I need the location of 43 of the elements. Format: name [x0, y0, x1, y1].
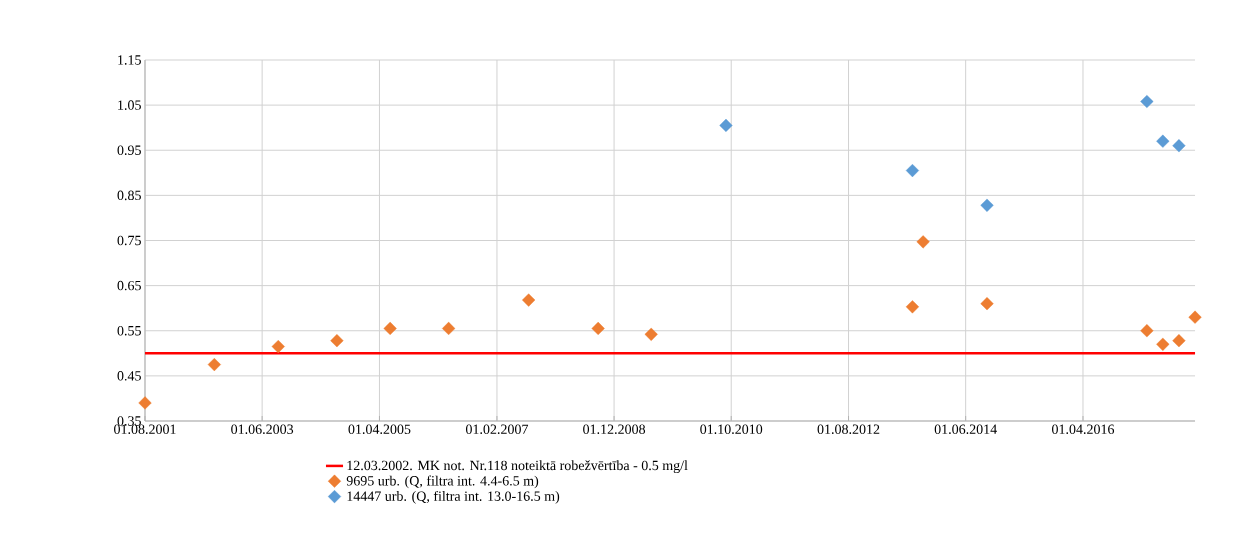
x-tick-label: 01.04.2005	[348, 424, 411, 435]
y-tick-label: 1.05	[118, 100, 141, 110]
point	[591, 321, 605, 336]
point	[1172, 139, 1186, 153]
y-tick-label: 1.15	[118, 55, 141, 65]
point	[719, 118, 733, 132]
y-tick-label: 0.65	[117, 280, 141, 291]
point	[1188, 310, 1202, 324]
point	[905, 300, 920, 314]
point	[522, 293, 536, 307]
point	[1172, 334, 1186, 348]
y-tick-label: 0.45	[117, 371, 141, 381]
point	[905, 163, 920, 178]
point	[644, 327, 658, 341]
x-tick-label: 01.06.2014	[934, 424, 997, 435]
y-tick-label: 0.55	[117, 325, 141, 336]
y-tick-label: 0.75	[117, 235, 141, 246]
point	[138, 396, 152, 410]
point	[1156, 337, 1170, 351]
point	[207, 358, 221, 372]
x-tick-label: 01.06.2003	[231, 424, 294, 435]
point	[271, 339, 285, 354]
point	[980, 297, 994, 311]
x-tick-label: 01.10.2010	[700, 424, 763, 435]
y-tick-label: 0.85	[117, 190, 141, 201]
point	[1140, 324, 1154, 338]
x-tick-label: 01.02.2007	[465, 424, 529, 435]
legend-label: 9695 urb. (Q, filtra int. 4.4-6.5 m)	[346, 475, 539, 489]
x-tick-label: 01.12.2008	[583, 424, 646, 435]
point	[1156, 134, 1170, 148]
legend-label: 14447 urb. (Q, filtra int. 13.0-16.5 m)	[347, 490, 560, 504]
point	[330, 334, 344, 348]
point	[980, 198, 994, 212]
y-tick-label: 0.35	[117, 416, 141, 426]
legend-label: 12.03.2002. MK not. Nr.118 noteiktā robežvērtība - 0.5 mg/l	[347, 460, 688, 474]
y-tick-label: 0.95	[117, 145, 141, 155]
x-tick-label: 01.08.2001	[114, 424, 176, 435]
point	[442, 321, 456, 336]
x-tick-label: 01.08.2012	[817, 424, 880, 435]
point	[383, 321, 397, 336]
point	[916, 235, 930, 249]
point	[1140, 94, 1154, 109]
x-tick-label: 01.04.2016	[1052, 424, 1115, 435]
